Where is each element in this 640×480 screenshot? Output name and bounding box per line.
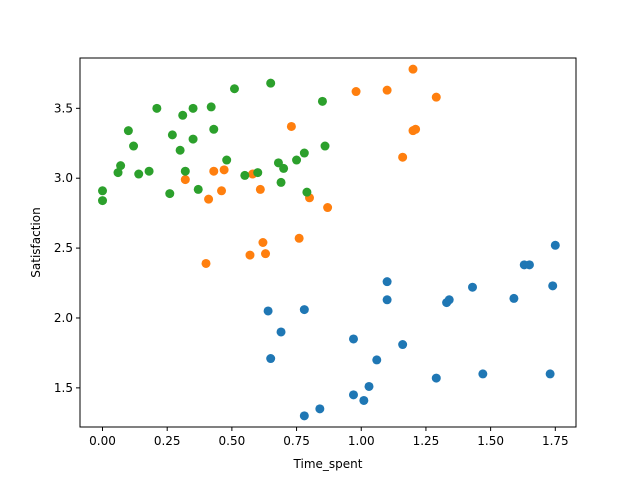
data-point	[266, 78, 276, 88]
data-point	[323, 203, 333, 213]
x-tick-label: 0.00	[89, 434, 116, 448]
data-point	[431, 373, 441, 383]
data-point	[165, 189, 175, 199]
series-3	[98, 78, 330, 206]
data-point	[240, 170, 250, 180]
marks-layer	[98, 64, 560, 421]
data-point	[294, 233, 304, 243]
x-tick-label: 1.00	[348, 434, 375, 448]
data-point	[398, 340, 408, 350]
data-point	[279, 163, 289, 173]
data-point	[382, 277, 392, 287]
data-point	[266, 354, 276, 364]
y-tick-label: 3.0	[54, 171, 73, 185]
data-point	[382, 295, 392, 305]
data-point	[468, 282, 477, 292]
data-point	[317, 96, 327, 106]
data-point	[382, 85, 392, 95]
y-tick-label: 1.5	[54, 381, 73, 395]
x-axis: 0.00 0.25 0.50 0.75 1.00 1.25 1.50 1.75	[89, 427, 569, 448]
data-point	[188, 103, 198, 113]
x-tick-label: 0.25	[154, 434, 181, 448]
y-tick-label: 3.5	[54, 101, 73, 115]
data-point	[348, 334, 358, 344]
data-point	[123, 126, 133, 136]
data-point	[152, 103, 162, 113]
data-point	[398, 152, 408, 162]
data-point	[180, 166, 190, 176]
y-tick-label: 2.0	[54, 311, 73, 325]
y-axis-label: Satisfaction	[29, 207, 43, 277]
data-point	[276, 177, 286, 187]
data-point	[144, 166, 154, 176]
data-point	[167, 130, 177, 140]
data-point	[431, 92, 441, 102]
data-point	[261, 249, 271, 259]
data-point	[229, 84, 239, 94]
x-tick-label: 1.50	[477, 434, 504, 448]
data-point	[204, 194, 214, 204]
data-point	[478, 369, 488, 379]
data-point	[255, 184, 265, 194]
data-point	[222, 155, 232, 165]
data-point	[550, 240, 560, 250]
x-axis-label: Time_spent	[293, 457, 363, 471]
data-point	[209, 166, 219, 176]
data-point	[206, 102, 216, 112]
data-point	[348, 390, 358, 400]
data-point	[217, 186, 227, 196]
data-point	[299, 148, 309, 158]
data-point	[364, 381, 374, 391]
data-point	[411, 124, 421, 134]
data-point	[98, 186, 108, 196]
data-point	[548, 281, 558, 291]
axes-layer	[79, 57, 577, 428]
data-point	[129, 141, 139, 151]
data-point	[302, 187, 312, 197]
data-point	[509, 293, 519, 303]
data-point	[351, 87, 361, 97]
data-point	[134, 169, 144, 179]
data-point	[188, 134, 198, 144]
y-axis: 1.5 2.0 2.5 3.0 3.5	[54, 101, 80, 395]
series-1	[263, 240, 560, 421]
y-tick-label: 2.5	[54, 241, 73, 255]
plot-frame	[79, 57, 577, 428]
x-tick-label: 1.25	[413, 434, 440, 448]
data-point	[219, 165, 229, 175]
data-point	[299, 411, 309, 421]
data-point	[286, 121, 296, 131]
data-point	[372, 355, 382, 365]
x-tick-label: 0.75	[283, 434, 310, 448]
data-point	[320, 141, 330, 151]
data-point	[180, 175, 190, 185]
data-point	[201, 258, 211, 268]
data-point	[178, 110, 188, 120]
series-2	[180, 64, 441, 268]
x-tick-label: 1.75	[542, 434, 569, 448]
data-point	[245, 250, 255, 260]
data-point	[315, 404, 325, 414]
data-point	[276, 327, 286, 337]
data-point	[113, 168, 123, 178]
data-point	[193, 184, 203, 194]
data-point	[98, 196, 108, 206]
data-point	[444, 295, 454, 305]
data-point	[209, 124, 219, 134]
data-point	[359, 395, 369, 405]
data-point	[408, 64, 418, 74]
x-tick-label: 0.50	[219, 434, 246, 448]
data-point	[258, 238, 268, 247]
data-point	[253, 168, 263, 178]
data-point	[116, 161, 126, 171]
data-point	[292, 155, 302, 165]
data-point	[545, 369, 555, 379]
data-point	[175, 145, 185, 155]
data-point	[299, 305, 309, 315]
data-point	[263, 306, 273, 316]
data-point	[524, 260, 534, 270]
